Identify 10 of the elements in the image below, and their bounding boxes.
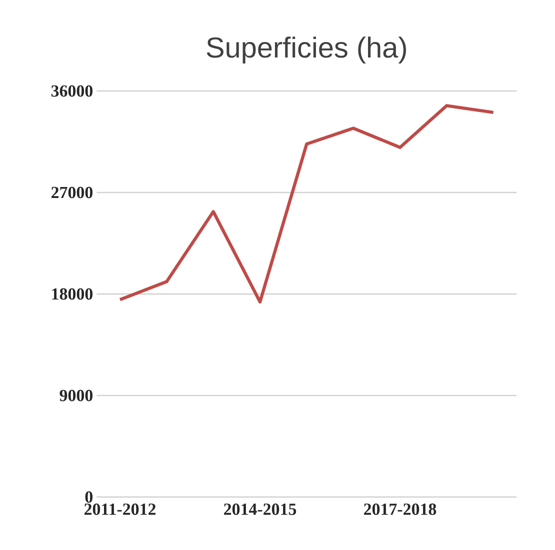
y-tick-label: 36000	[51, 85, 93, 97]
x-tick-label: 2011-2012	[84, 504, 156, 515]
line-series	[118, 104, 495, 304]
y-tick-label: 18000	[52, 288, 93, 300]
x-tick-label: 2017-2018	[364, 504, 436, 515]
x-tick-label: 2014-2015	[224, 504, 296, 515]
chart-title: Superficies (ha)	[206, 36, 406, 64]
y-tick-label: 27000	[52, 186, 93, 198]
y-tick-label: 0	[85, 491, 93, 503]
y-tick-label: 9000	[60, 390, 93, 402]
